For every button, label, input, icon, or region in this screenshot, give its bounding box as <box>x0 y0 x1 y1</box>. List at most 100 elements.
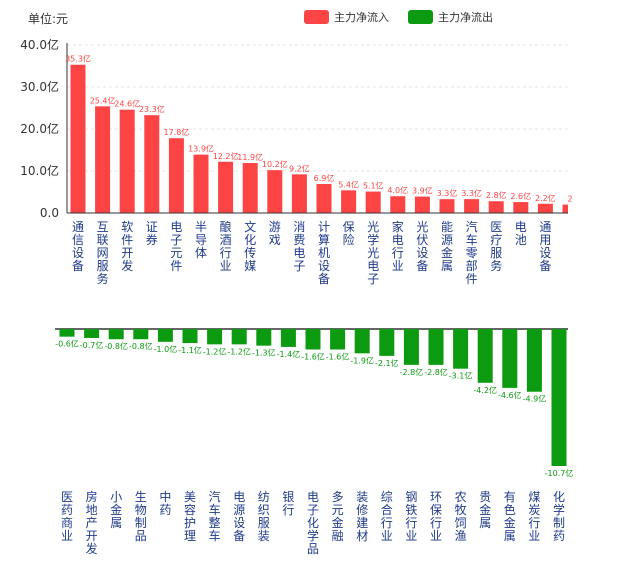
data-label-outflow: -2.8亿 <box>400 367 424 377</box>
bar-inflow <box>70 64 86 214</box>
bar-inflow <box>562 204 568 213</box>
data-label-inflow: 12.2亿 <box>213 151 239 161</box>
y-tick-label: 40.0亿 <box>20 37 59 52</box>
category-label-inflow: 消费电子 <box>293 220 305 273</box>
category-label-outflow: 生物制品 <box>135 490 147 543</box>
category-label-outflow: 化学制药 <box>553 490 565 543</box>
bar-inflow <box>464 199 480 213</box>
category-label-inflow: 通信设备 <box>72 220 84 273</box>
data-label-outflow: -0.7亿 <box>80 340 104 350</box>
category-label-outflow: 有色金属 <box>504 490 516 543</box>
bar-inflow <box>193 154 209 213</box>
category-label-outflow: 综合行业 <box>381 490 393 543</box>
data-label-inflow: 5.1亿 <box>363 181 384 191</box>
bar-inflow <box>119 109 135 213</box>
category-label-inflow: 游戏 <box>269 220 281 247</box>
data-label-outflow: -1.4亿 <box>277 349 301 359</box>
legend-item-inflow[interactable]: 主力净流入 <box>304 9 389 25</box>
category-label-inflow: 半导体 <box>195 220 207 260</box>
category-label-outflow: 贵金属 <box>479 490 491 530</box>
data-label-inflow: 23.3亿 <box>139 104 165 114</box>
bar-outflow <box>133 329 149 340</box>
category-label-inflow: 文化传媒 <box>244 219 256 273</box>
data-label-outflow: -1.1亿 <box>178 345 202 355</box>
category-label-inflow: 保险 <box>343 220 355 247</box>
data-label-outflow: -2.8亿 <box>424 367 448 377</box>
outflow-swatch <box>408 10 433 24</box>
bar-outflow <box>428 329 444 365</box>
data-label-outflow: -1.0亿 <box>154 344 178 354</box>
bar-outflow <box>305 329 321 350</box>
unit-label: 单位:元 <box>28 12 69 26</box>
legend-item-outflow[interactable]: 主力净流出 <box>408 9 493 25</box>
bar-outflow <box>453 329 469 369</box>
bar-outflow <box>354 329 370 354</box>
data-label-inflow: 2.2亿 <box>535 193 556 203</box>
category-label-outflow: 农牧饲渔 <box>455 490 467 543</box>
bar-inflow <box>365 191 381 213</box>
bar-inflow <box>488 201 504 213</box>
bar-outflow <box>330 329 346 350</box>
category-label-inflow: 光学光电子 <box>367 220 379 286</box>
data-label-outflow: -10.7亿 <box>545 468 574 478</box>
category-label-inflow: 医疗服务 <box>490 220 502 273</box>
bar-outflow <box>379 329 395 356</box>
category-label-outflow: 汽车整车 <box>209 489 221 543</box>
data-label-inflow: 3.3亿 <box>461 188 482 198</box>
category-label-outflow: 银行 <box>282 490 294 517</box>
category-label-outflow: 中药 <box>159 489 171 517</box>
data-label-outflow: -1.6亿 <box>326 351 350 361</box>
data-label-outflow: -0.8亿 <box>104 341 128 351</box>
inflow-swatch <box>304 10 329 24</box>
bar-inflow <box>168 138 184 213</box>
category-label-inflow: 光伏设备 <box>416 220 428 273</box>
category-label-outflow: 钢铁行业 <box>405 490 417 543</box>
data-label-inflow: 11.9亿 <box>237 152 263 162</box>
legend-label-inflow: 主力净流入 <box>334 11 389 24</box>
data-label-outflow: -1.3亿 <box>252 348 276 358</box>
bar-outflow <box>59 329 75 337</box>
data-label-inflow: 4.0亿 <box>387 185 408 195</box>
bar-outflow <box>477 329 493 383</box>
data-label-outflow: -2.1亿 <box>375 358 399 368</box>
bar-outflow <box>84 329 100 338</box>
data-label-outflow: -0.8亿 <box>129 341 153 351</box>
data-label-outflow: -4.9亿 <box>523 394 547 404</box>
category-label-outflow: 环保行业 <box>430 490 442 543</box>
category-label-outflow: 电子化学品 <box>307 490 319 556</box>
category-label-inflow: 电池 <box>515 220 527 247</box>
data-label-outflow: -4.2亿 <box>473 385 497 395</box>
bar-inflow <box>316 184 332 213</box>
data-label-outflow: -4.6亿 <box>498 390 522 400</box>
legend-label-outflow: 主力净流出 <box>438 11 493 24</box>
category-label-outflow: 医药商业 <box>61 490 73 543</box>
y-tick-label: 10.0亿 <box>20 163 59 178</box>
bar-outflow <box>182 329 198 344</box>
bar-outflow <box>502 329 518 388</box>
data-label-inflow: 13.9亿 <box>188 144 214 154</box>
bar-inflow <box>439 199 455 213</box>
bar-outflow <box>403 329 419 365</box>
data-label-inflow: 2.6亿 <box>510 191 531 201</box>
bar-inflow <box>267 170 283 213</box>
data-label-inflow: 25.4亿 <box>90 95 116 105</box>
data-label-inflow: 6.9亿 <box>314 173 335 183</box>
category-label-inflow: 通用设备 <box>539 220 551 273</box>
bar-inflow <box>390 196 406 213</box>
data-label-inflow: 3.3亿 <box>437 188 458 198</box>
bar-outflow <box>157 329 173 342</box>
bar-inflow <box>242 163 258 213</box>
data-label-outflow: -3.1亿 <box>449 371 473 381</box>
data-label-outflow: -0.6亿 <box>55 339 79 349</box>
category-label-outflow: 多元金融 <box>332 490 344 543</box>
y-tick-label: 20.0亿 <box>20 121 59 136</box>
bar-outflow <box>256 329 272 346</box>
data-label-inflow: 10.2亿 <box>262 159 288 169</box>
data-label-outflow: -1.6亿 <box>301 351 325 361</box>
bar-inflow <box>291 174 307 213</box>
data-label-inflow: 17.8亿 <box>163 127 189 137</box>
bar-inflow <box>341 190 357 213</box>
category-label-inflow: 酿酒行业 <box>220 219 232 273</box>
category-label-inflow: 家电行业 <box>392 219 404 273</box>
